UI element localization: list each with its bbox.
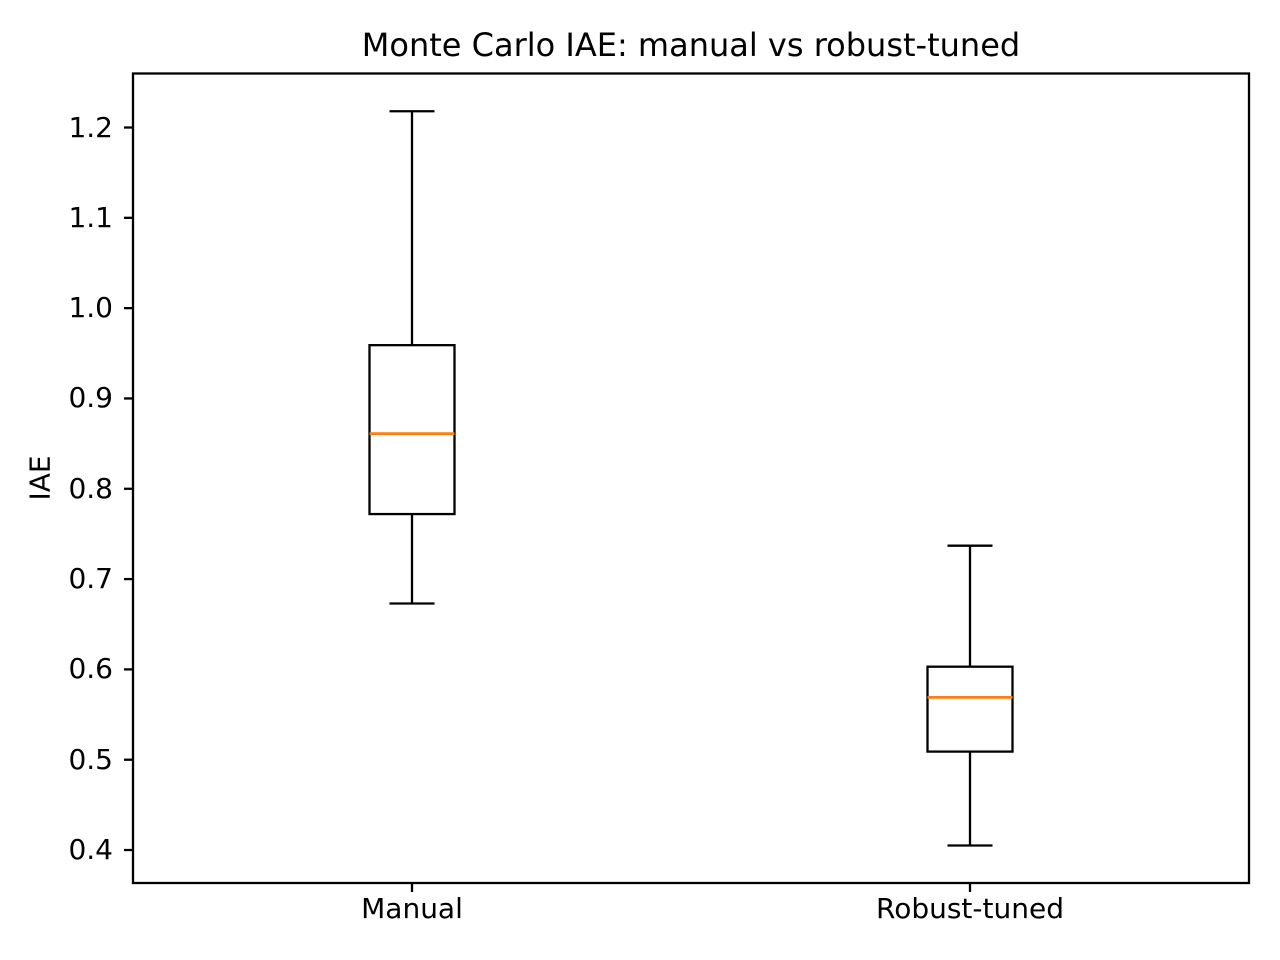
- y-tick-label: 1.0: [68, 291, 113, 325]
- y-tick-label: 0.5: [68, 742, 113, 776]
- y-tick-label: 1.1: [68, 200, 113, 234]
- iqr-box: [926, 665, 1014, 753]
- chart-title: Monte Carlo IAE: manual vs robust-tuned: [361, 26, 1021, 64]
- iqr-box: [368, 344, 456, 516]
- y-tick-label: 0.8: [68, 471, 113, 505]
- y-tick-label: 1.2: [68, 110, 113, 144]
- axes-frame: [131, 72, 1251, 885]
- x-tick-label-robust-tuned: Robust-tuned: [876, 892, 1064, 925]
- y-tick-label: 0.9: [68, 381, 113, 415]
- y-tick-label: 0.4: [68, 833, 113, 867]
- boxplot-robust-tuned: [926, 544, 1014, 847]
- x-tick-label-manual: Manual: [361, 892, 463, 925]
- y-tick-label: 0.6: [68, 652, 113, 686]
- boxplot-manual: [368, 110, 456, 605]
- y-tick-label: 0.7: [68, 562, 113, 596]
